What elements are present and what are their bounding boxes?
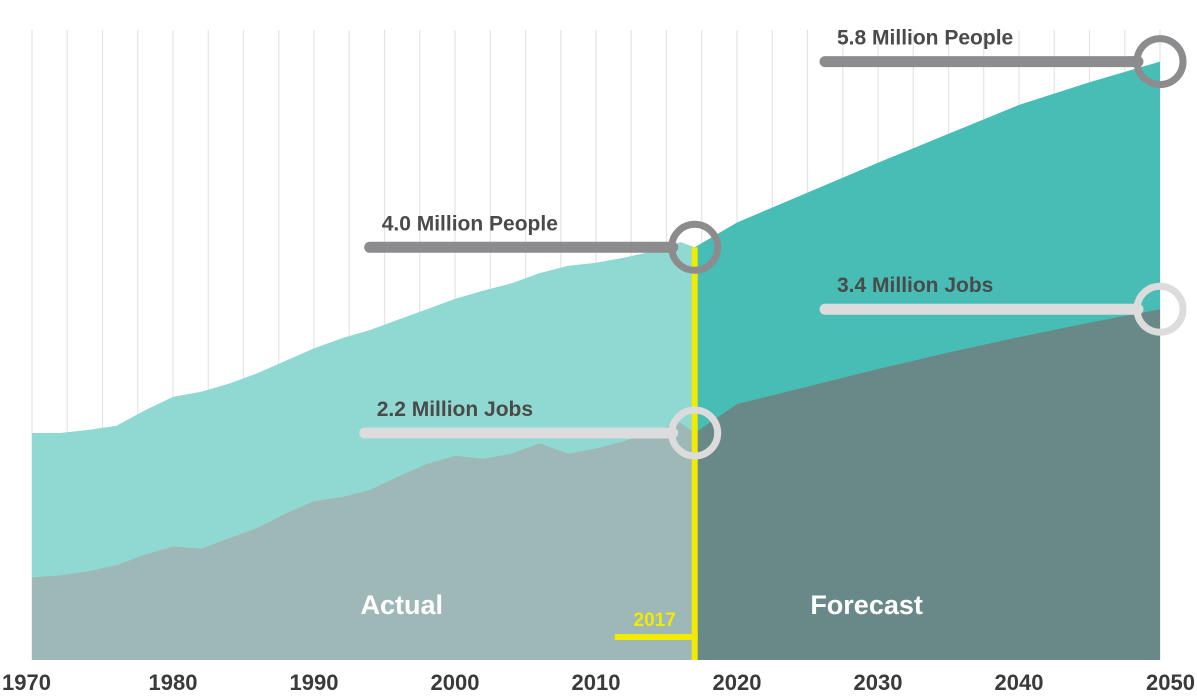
x-tick-label: 1970 bbox=[2, 670, 51, 695]
callout-label: 3.4 Million Jobs bbox=[837, 274, 993, 297]
region-labels: Actual Forecast bbox=[361, 590, 923, 620]
callout-ring bbox=[1133, 35, 1187, 89]
callout-ring bbox=[668, 220, 722, 274]
jobs-area-forecast bbox=[694, 309, 1160, 660]
callout-label: 2.2 Million Jobs bbox=[377, 398, 533, 421]
x-axis-tick-labels: 1970 1980 1990 2000 2010 2020 2030 2040 2050 bbox=[2, 670, 1195, 695]
callouts: 4.0 Million People 2.2 Million Jobs 5.8 Mi… bbox=[359, 27, 1187, 460]
callout-ring bbox=[668, 406, 722, 460]
callout-ring bbox=[1133, 282, 1187, 336]
x-tick-label: 2000 bbox=[431, 670, 480, 695]
callout-jobs_2017: 2.2 Million Jobs bbox=[359, 398, 722, 460]
x-tick-label: 2040 bbox=[995, 670, 1044, 695]
callout-jobs_2050: 3.4 Million Jobs bbox=[819, 274, 1187, 336]
split-year-label: 2017 bbox=[634, 610, 676, 631]
area-series bbox=[32, 61, 1160, 661]
x-tick-label: 2050 bbox=[1146, 670, 1195, 695]
callout-label: 4.0 Million People bbox=[382, 212, 558, 235]
x-tick-label: 2020 bbox=[713, 670, 762, 695]
callout-people_2050: 5.8 Million People bbox=[819, 27, 1187, 89]
callout-label: 5.8 Million People bbox=[837, 27, 1013, 50]
callout-people_2017: 4.0 Million People bbox=[364, 212, 722, 274]
region-label-forecast: Forecast bbox=[810, 590, 923, 620]
region-label-actual: Actual bbox=[361, 590, 444, 620]
x-tick-label: 2030 bbox=[854, 670, 903, 695]
x-tick-label: 1980 bbox=[149, 670, 198, 695]
x-tick-label: 2010 bbox=[572, 670, 621, 695]
jobs-area-actual bbox=[32, 422, 695, 660]
x-tick-label: 1990 bbox=[290, 670, 339, 695]
